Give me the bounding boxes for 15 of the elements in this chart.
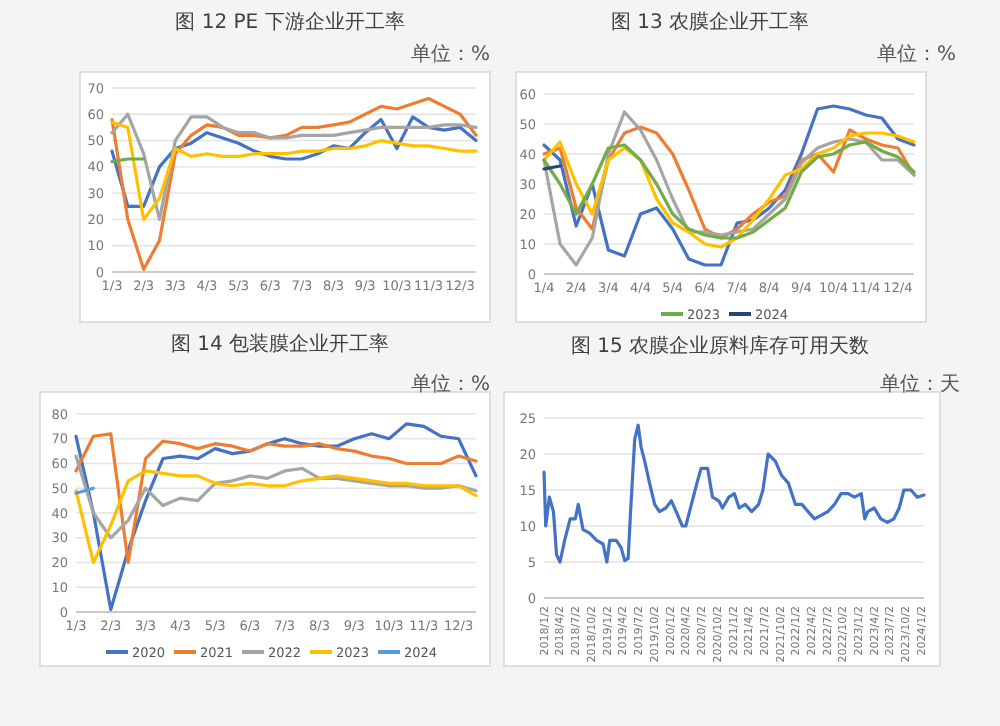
line-series — [110, 96, 478, 271]
line-series — [74, 454, 478, 540]
line-series — [74, 422, 478, 612]
chart-title: 图 13 农膜企业开工率 — [610, 10, 810, 34]
line-series — [74, 469, 478, 565]
text: 单位：% — [410, 372, 490, 396]
chart-title: 图 12 PE 下游企业开工率 — [175, 10, 405, 34]
line-series — [110, 115, 478, 208]
text: 单位：% — [876, 42, 956, 66]
text: 单位：% — [410, 42, 490, 66]
text: 单位：天 — [880, 372, 960, 396]
chart-title: 图 14 包装膜企业开工率 — [170, 332, 390, 356]
chart-title: 图 15 农膜企业原料库存可用天数 — [570, 334, 870, 358]
line-series — [542, 423, 926, 564]
line-series — [74, 432, 478, 565]
